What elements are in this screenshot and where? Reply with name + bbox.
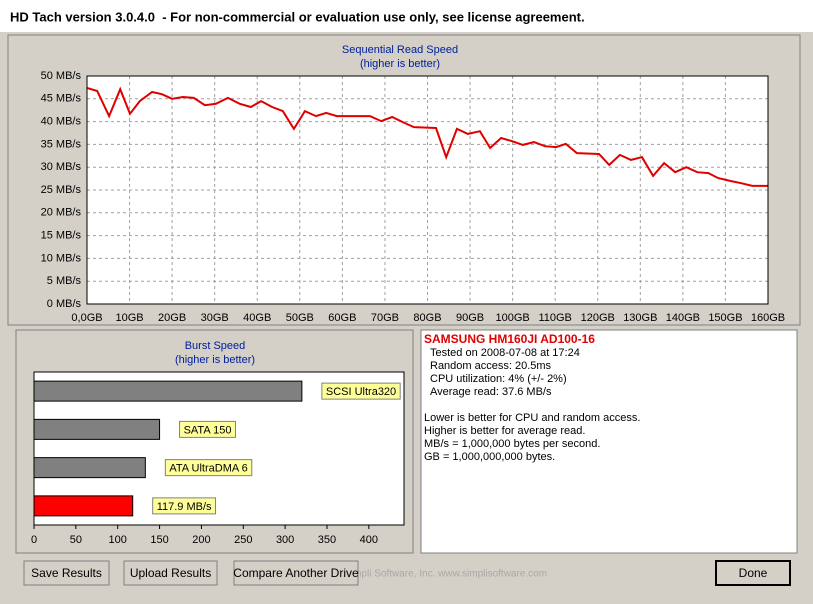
x-tick-label: 150 xyxy=(150,534,168,546)
y-tick-label: 25 MB/s xyxy=(41,184,82,196)
y-tick-label: 5 MB/s xyxy=(47,275,82,287)
x-tick-label: 100GB xyxy=(496,312,530,324)
plot-frame xyxy=(33,371,405,526)
x-tick-label: 80GB xyxy=(413,312,441,324)
y-tick-label: 10 MB/s xyxy=(41,252,82,264)
button-label[interactable]: Compare Another Drive xyxy=(233,566,359,580)
y-tick-label: 50 MB/s xyxy=(41,70,82,82)
read-line xyxy=(86,86,768,187)
info-detail: Average read: 37.6 MB/s xyxy=(430,386,552,398)
x-tick-label: 300 xyxy=(276,534,294,546)
bar-label-box xyxy=(164,459,253,477)
info-panel xyxy=(420,329,798,554)
bar xyxy=(33,418,161,440)
x-tick-label: 130GB xyxy=(623,312,657,324)
y-tick-label: 15 MB/s xyxy=(41,230,82,242)
y-tick-label: 0 MB/s xyxy=(47,298,82,310)
x-tick-label: 100 xyxy=(109,534,127,546)
button[interactable] xyxy=(23,560,110,586)
x-tick-label: 250 xyxy=(234,534,252,546)
y-tick-label: 20 MB/s xyxy=(41,207,82,219)
info-detail: Random access: 20.5ms xyxy=(430,360,552,372)
chart-subtitle: (higher is better) xyxy=(360,58,440,70)
bar-label-box xyxy=(179,420,236,438)
x-tick-label: 20GB xyxy=(158,312,186,324)
x-tick-label: 50GB xyxy=(286,312,314,324)
y-tick-label: 45 MB/s xyxy=(41,93,82,105)
x-tick-label: 110GB xyxy=(538,312,571,324)
x-tick-label: 40GB xyxy=(243,312,271,324)
button-label[interactable]: Upload Results xyxy=(130,566,211,580)
x-tick-label: 0,0GB xyxy=(71,312,102,324)
x-tick-label: 350 xyxy=(318,534,336,546)
info-note: Lower is better for CPU and random acces… xyxy=(424,412,640,424)
plot-frame xyxy=(86,75,769,305)
x-tick-label: 150GB xyxy=(708,312,742,324)
button[interactable] xyxy=(715,560,791,586)
x-tick-label: 10GB xyxy=(115,312,143,324)
y-tick-label: 40 MB/s xyxy=(41,116,82,128)
y-tick-label: 35 MB/s xyxy=(41,138,82,150)
bar-label: ATA UltraDMA 6 xyxy=(169,463,247,475)
info-note: Higher is better for average read. xyxy=(424,425,585,437)
chart-title: Sequential Read Speed xyxy=(342,44,458,56)
button-label[interactable]: Save Results xyxy=(31,566,102,580)
x-tick-label: 60GB xyxy=(328,312,356,324)
bar-label: 117.9 MB/s xyxy=(157,501,212,513)
x-tick-label: 400 xyxy=(360,534,378,546)
x-tick-label: 90GB xyxy=(456,312,484,324)
button[interactable] xyxy=(123,560,218,586)
button[interactable] xyxy=(233,560,359,586)
chart-subtitle: (higher is better) xyxy=(175,354,255,366)
x-tick-label: 140GB xyxy=(666,312,700,324)
bar xyxy=(33,495,134,517)
copyright: Copyright (C) 2004 Simpli Software, Inc.… xyxy=(257,569,547,580)
info-note: MB/s = 1,000,000 bytes per second. xyxy=(424,438,600,450)
x-tick-label: 0 xyxy=(31,534,37,546)
x-tick-label: 200 xyxy=(192,534,210,546)
bar-label-box xyxy=(152,497,217,515)
y-tick-label: 30 MB/s xyxy=(41,161,82,173)
bar-label: SATA 150 xyxy=(184,424,232,436)
button-label[interactable]: Done xyxy=(739,566,768,580)
bar xyxy=(33,457,146,479)
title-bar xyxy=(0,0,813,32)
x-tick-label: 30GB xyxy=(201,312,229,324)
x-tick-label: 120GB xyxy=(581,312,615,324)
x-tick-label: 160GB xyxy=(751,312,785,324)
info-note: GB = 1,000,000,000 bytes. xyxy=(424,451,555,463)
chart-title: Burst Speed xyxy=(185,340,246,352)
x-tick-label: 50 xyxy=(70,534,82,546)
drive-name: SAMSUNG HM160JI AD100-16 xyxy=(424,332,595,346)
info-detail: Tested on 2008-07-08 at 17:24 xyxy=(430,347,580,359)
x-tick-label: 70GB xyxy=(371,312,399,324)
bar xyxy=(33,380,303,402)
window-title: HD Tach version 3.0.4.0 - For non-commer… xyxy=(10,9,585,24)
bar-label-box xyxy=(321,382,401,400)
info-detail: CPU utilization: 4% (+/- 2%) xyxy=(430,373,567,385)
bar-label: SCSI Ultra320 xyxy=(326,386,396,398)
